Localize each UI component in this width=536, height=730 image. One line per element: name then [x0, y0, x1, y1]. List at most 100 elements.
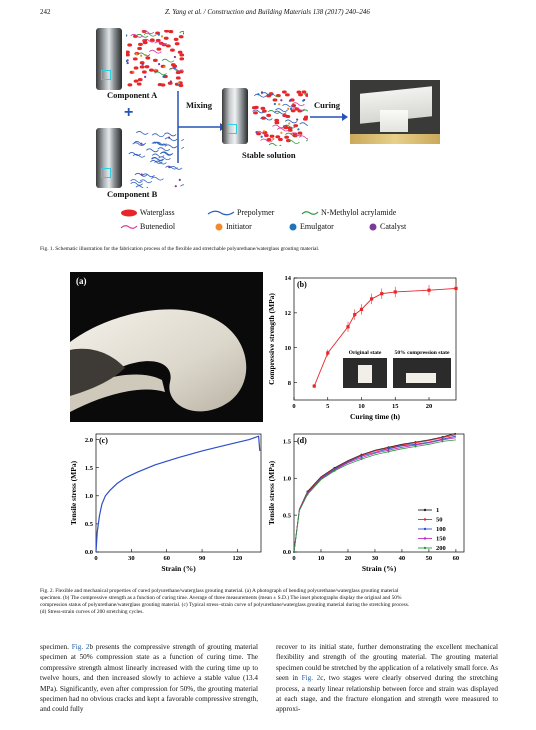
cycle-point-150 — [387, 449, 390, 452]
additive-dot — [141, 63, 144, 66]
fig2-link-left[interactable]: Fig. 2 — [71, 643, 90, 651]
additive-dot — [260, 135, 263, 138]
additive-dot — [140, 54, 143, 57]
cycle-point-100 — [360, 455, 363, 458]
x-tick-label: 15 — [392, 403, 399, 410]
additive-dot — [140, 142, 143, 145]
chain-strand — [142, 173, 155, 178]
waterglass-particle — [274, 121, 280, 125]
stable-solution-schematic — [252, 90, 308, 146]
waterglass-particle — [126, 53, 130, 57]
chain-strand — [302, 109, 308, 112]
component-a-photo — [96, 28, 122, 90]
waterglass-particle — [284, 135, 290, 139]
waterglass-particle — [160, 83, 166, 87]
chain-strand — [146, 148, 159, 153]
cured-block-photo — [350, 80, 440, 144]
additive-dot — [272, 137, 275, 141]
waterglass-particle — [164, 30, 169, 33]
caption-line-2: specimen. (b) The compressive strength a… — [40, 595, 402, 601]
x-tick-label: 50 — [426, 555, 433, 562]
chain-strand — [292, 106, 305, 111]
waterglass-particle — [137, 46, 143, 51]
additive-dot — [182, 32, 184, 35]
chain-strand — [179, 30, 184, 34]
chain-strand — [252, 109, 265, 114]
fig2-link-right[interactable]: Fig. 2 — [301, 674, 321, 683]
fig2a-photo: (a) — [70, 272, 263, 422]
waterglass-particle — [132, 57, 138, 61]
chain-strand — [255, 130, 269, 135]
waterglass-particle — [138, 42, 143, 46]
chain-strand — [260, 138, 273, 143]
chain-strand — [154, 41, 167, 46]
waterglass-particle — [296, 90, 302, 94]
chain-strand — [151, 133, 165, 138]
waterglass-particle — [285, 139, 291, 143]
additive-dot — [288, 99, 292, 102]
strength-line — [313, 288, 457, 387]
left-text-a: specimen. — [40, 643, 72, 651]
legend-marker-100 — [423, 527, 427, 531]
additive-dot — [144, 75, 147, 78]
caption-line-4: (d) Stress-strain curves of 200 stretchi… — [40, 609, 144, 615]
legend-nma: N-Methylol acrylamide — [301, 208, 396, 217]
waterglass-particle — [133, 66, 139, 70]
x-tick-label: 5 — [326, 403, 330, 410]
waterglass-particle — [178, 35, 184, 39]
additive-dot — [174, 185, 177, 188]
figure-2-caption: Fig. 2. Flexible and mechanical properti… — [40, 588, 500, 616]
y-tick-label: 0.0 — [85, 549, 93, 556]
waterglass-particle — [297, 131, 303, 135]
chain-strand — [142, 38, 156, 43]
waterglass-particle — [274, 118, 280, 122]
right-text-b: c, two stages were clearly observed duri… — [276, 674, 499, 714]
legend-emulgator: Emulgator — [288, 222, 334, 231]
chain-strand — [157, 147, 171, 152]
data-point — [359, 307, 364, 311]
waterglass-particle — [174, 42, 180, 46]
page-number: 242 — [40, 8, 51, 16]
waterglass-particle — [266, 138, 272, 142]
legend-catalyst-label: Catalyst — [380, 222, 407, 231]
waterglass-particle — [156, 47, 162, 51]
chain-strand — [169, 165, 183, 170]
component-b-photo — [96, 128, 122, 188]
y-tick-label: 2.0 — [85, 437, 93, 444]
chain-strand — [276, 127, 290, 132]
body-column-left: specimen. Fig. 2b presents the compressi… — [40, 642, 258, 715]
data-point — [353, 313, 357, 317]
additive-dot — [160, 35, 164, 38]
waterglass-particle — [305, 93, 308, 97]
additive-dot — [280, 99, 283, 102]
waterglass-particle — [152, 58, 158, 62]
data-point — [454, 286, 458, 291]
x-tick-label: 120 — [233, 555, 243, 562]
x-tick-label: 90 — [199, 555, 206, 562]
waterglass-particle — [141, 70, 147, 74]
plot-frame — [293, 277, 457, 401]
chain-strand — [299, 122, 308, 127]
chain-strand — [292, 102, 305, 107]
waterglass-particle — [155, 38, 161, 43]
additive-dot — [296, 118, 299, 121]
y-tick-label: 10 — [285, 345, 292, 352]
component-b-label: Component B — [107, 189, 158, 199]
legend-waterglass-label: Waterglass — [139, 208, 175, 217]
cycle-point-200 — [441, 440, 444, 443]
additive-dot — [126, 34, 128, 37]
cycle-point-150 — [414, 444, 417, 447]
legend-prepolymer: Prepolymer — [207, 208, 274, 217]
cycle-point-150 — [360, 456, 363, 459]
cycle-line-200 — [293, 439, 456, 553]
waterglass-particle — [253, 105, 259, 109]
x-tick-label: 0 — [292, 555, 295, 562]
additive-dot — [302, 99, 305, 102]
chain-strand — [130, 181, 143, 186]
additive-dot — [163, 65, 166, 69]
legend-prepolymer-label: Prepolymer — [237, 208, 275, 217]
waterglass-particle — [165, 44, 171, 48]
component-a-label: Component A — [107, 90, 158, 100]
fig2c-label: (c) — [99, 436, 108, 445]
mixed-vial-photo — [222, 88, 248, 144]
